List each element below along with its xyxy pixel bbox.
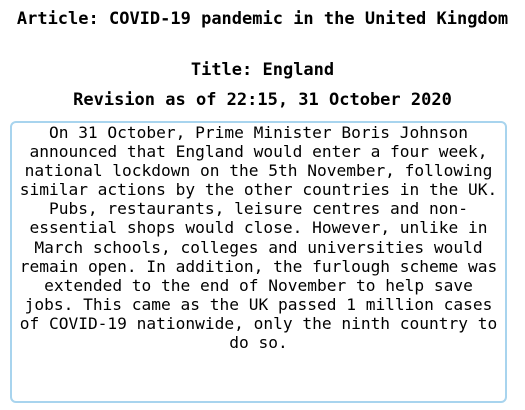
revision-content-box: On 31 October, Prime Minister Boris John… <box>10 121 507 403</box>
article-title: Article: COVID-19 pandemic in the United… <box>16 9 509 29</box>
revision-text: On 31 October, Prime Minister Boris John… <box>19 123 498 353</box>
revision-timestamp: Revision as of 22:15, 31 October 2020 <box>73 90 452 110</box>
section-title: Title: England <box>190 60 335 80</box>
